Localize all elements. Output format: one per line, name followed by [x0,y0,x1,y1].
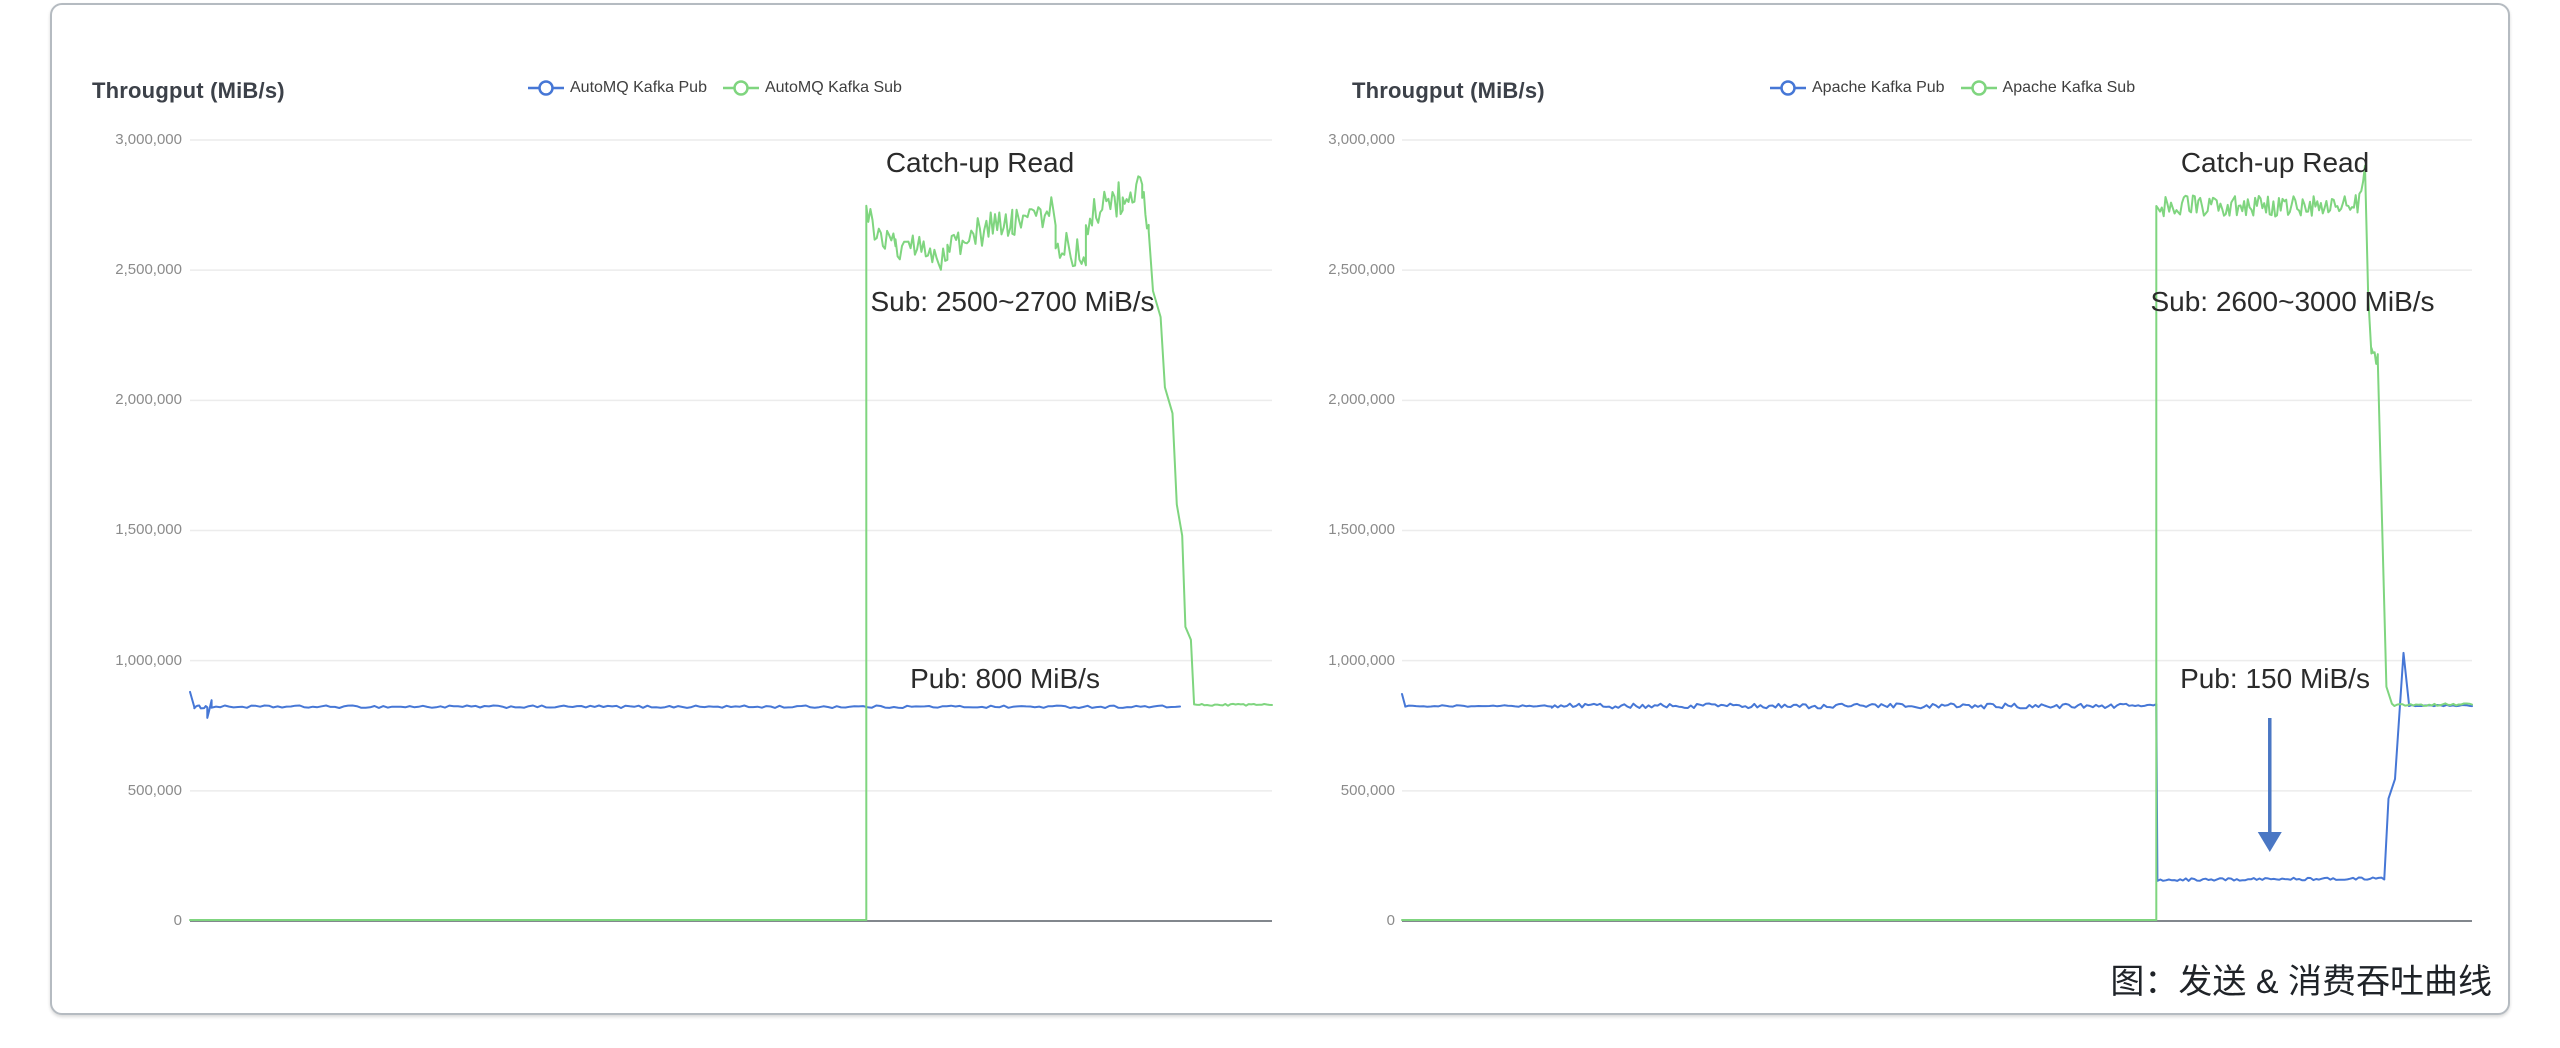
y-tick-label: 500,000 [127,782,182,799]
right-chart-plot [1401,139,2473,922]
legend-label: Apache Kafka Sub [2002,79,2136,96]
figure-caption: 图：发送 & 消费吞吐曲线 [2110,963,2492,1001]
right-annotation-pub-rate: Pub: 150 MiB/s [2180,663,2370,694]
y-tick-label: 2,000,000 [1328,391,1395,408]
series-automq-kafka-pub [189,690,1181,719]
line-circle-marker-icon [722,80,759,96]
y-tick-label: 3,000,000 [115,131,182,148]
y-tick-label: 500,000 [1340,782,1395,799]
legend-label: AutoMQ Kafka Pub [570,79,707,96]
legend-item-automq-pub[interactable]: AutoMQ Kafka Pub [528,79,707,97]
chart-panel [50,3,2510,1015]
y-tick-label: 2,500,000 [1328,261,1395,278]
series-apache-kafka-sub [1401,164,2473,921]
y-tick-label: 0 [173,912,182,929]
line-circle-marker-icon [528,80,564,96]
series-apache-kafka-pub [1401,651,2473,882]
y-tick-label: 1,500,000 [115,521,182,538]
y-tick-label: 0 [1386,912,1395,929]
y-tick-label: 2,000,000 [115,391,182,408]
legend-label: AutoMQ Kafka Sub [764,79,902,96]
gridlines [190,139,1272,922]
left-annotation-pub-rate: Pub: 800 MiB/s [910,663,1100,694]
legend-item-apache-sub[interactable]: Apache Kafka Sub [1960,79,2136,97]
series-automq-kafka-sub [189,175,1273,921]
line-circle-marker-icon [1770,80,1806,96]
left-annotation-catchup-read: Catch-up Read [885,147,1075,178]
right-annotation-sub-rate: Sub: 2600~3000 MiB/s [2150,286,2435,317]
right-chart-legend: Apache Kafka Pub Apache Kafka Sub [1770,79,2135,97]
legend-item-automq-sub[interactable]: AutoMQ Kafka Sub [722,79,902,97]
left-chart-legend: AutoMQ Kafka Pub AutoMQ Kafka Sub [528,79,902,97]
y-tick-label: 1,000,000 [1328,652,1395,669]
left-annotation-sub-rate: Sub: 2500~2700 MiB/s [870,286,1155,317]
y-tick-label: 2,500,000 [115,261,182,278]
legend-label: Apache Kafka Pub [1812,79,1945,96]
y-tick-label: 1,500,000 [1328,521,1395,538]
gridlines [1402,139,2472,922]
right-chart-title: Througput (MiB/s) [1352,78,1545,103]
right-annotation-catchup-read: Catch-up Read [2180,147,2370,178]
line-circle-marker-icon [1960,80,1997,96]
down-arrow-icon [2257,717,2282,853]
left-chart-plot [189,139,1273,922]
y-tick-label: 3,000,000 [1328,131,1395,148]
y-tick-label: 1,000,000 [115,652,182,669]
legend-item-apache-pub[interactable]: Apache Kafka Pub [1770,79,1945,97]
left-chart-title: Througput (MiB/s) [92,78,285,103]
